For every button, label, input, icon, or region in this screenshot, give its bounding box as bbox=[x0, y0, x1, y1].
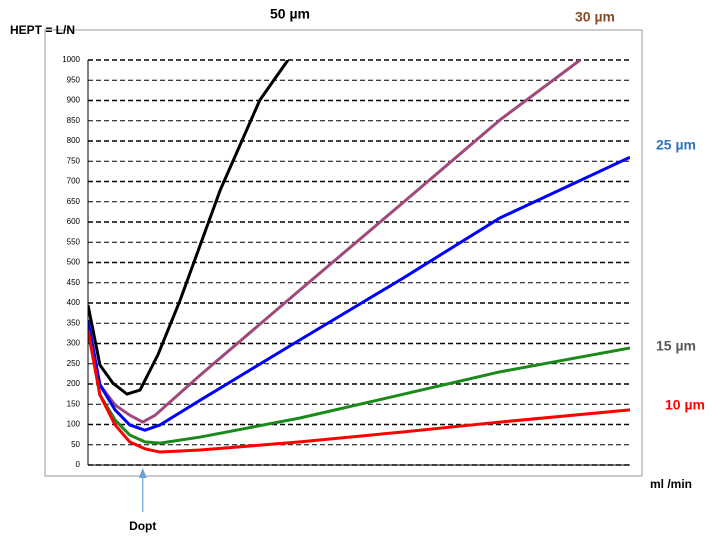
chart-title: HEPT = L/N bbox=[10, 23, 75, 37]
grid bbox=[88, 59, 630, 466]
series-line bbox=[88, 60, 290, 396]
y-tick-label: 1000 bbox=[62, 55, 80, 64]
y-tick-label: 150 bbox=[67, 399, 81, 408]
x-axis-label: ml /min bbox=[650, 477, 692, 491]
series-label: 50 µm bbox=[270, 6, 310, 22]
series-line bbox=[88, 60, 582, 424]
y-tick-label: 750 bbox=[67, 156, 81, 165]
y-tick-label: 650 bbox=[67, 197, 81, 206]
y-tick-label: 0 bbox=[76, 460, 81, 469]
y-tick-label: 200 bbox=[67, 379, 81, 388]
y-tick-label: 900 bbox=[67, 96, 81, 105]
y-tick-label: 600 bbox=[67, 217, 81, 226]
y-tick-label: 800 bbox=[67, 136, 81, 145]
y-tick-label: 100 bbox=[67, 420, 81, 429]
y-tick-label: 50 bbox=[71, 440, 80, 449]
series-lines bbox=[88, 60, 630, 454]
y-tick-label: 550 bbox=[67, 237, 81, 246]
y-tick-label: 350 bbox=[67, 318, 81, 327]
y-tick-label: 850 bbox=[67, 116, 81, 125]
series-line bbox=[88, 329, 630, 454]
y-tick-label: 400 bbox=[67, 298, 81, 307]
series-label: 15 µm bbox=[656, 338, 696, 354]
series-label: 10 µm bbox=[665, 397, 705, 413]
y-tick-label: 300 bbox=[67, 339, 81, 348]
series-line bbox=[88, 155, 630, 432]
annotation-arrowhead bbox=[138, 468, 147, 478]
y-tick-label: 950 bbox=[67, 75, 81, 84]
y-tick-label: 250 bbox=[67, 359, 81, 368]
annotation-text: Dopt bbox=[129, 519, 156, 533]
y-tick-label: 500 bbox=[67, 258, 81, 267]
series-label: 30 µm bbox=[575, 9, 615, 25]
series-label: 25 µm bbox=[656, 137, 696, 153]
y-tick-label: 700 bbox=[67, 177, 81, 186]
y-tick-label: 450 bbox=[67, 278, 81, 287]
